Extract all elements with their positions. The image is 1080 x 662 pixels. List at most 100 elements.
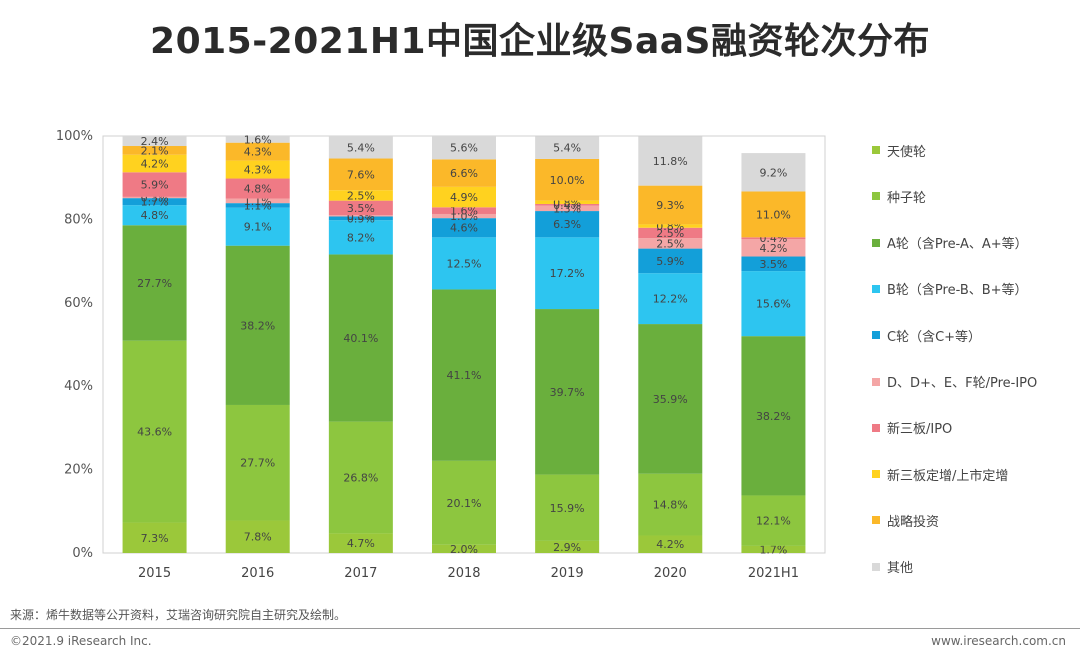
bar-segment[interactable] xyxy=(328,136,393,159)
bar-segment[interactable] xyxy=(432,213,496,219)
bar-segment[interactable] xyxy=(741,191,806,238)
legend-item[interactable]: 其他 xyxy=(872,557,913,577)
bar-segment[interactable] xyxy=(638,136,703,186)
legend-swatch xyxy=(872,516,880,525)
bar-segment[interactable] xyxy=(741,237,806,239)
legend-item[interactable]: 新三板定增/上市定增 xyxy=(872,464,1008,484)
bar-segment[interactable] xyxy=(225,203,290,208)
bar-segment[interactable] xyxy=(535,203,600,206)
bar-segment[interactable] xyxy=(432,460,496,545)
legend-item[interactable]: 战略投资 xyxy=(872,510,939,530)
bar-segment[interactable] xyxy=(432,159,496,187)
bar-segment[interactable] xyxy=(638,224,703,228)
bar-segment[interactable] xyxy=(432,218,496,238)
legend-item[interactable]: 种子轮 xyxy=(872,186,926,206)
bar-segment[interactable] xyxy=(535,540,600,553)
bar-segment[interactable] xyxy=(432,289,496,461)
data-label: 3.5% xyxy=(759,258,787,271)
bar-segment[interactable] xyxy=(535,200,600,204)
bar-segment[interactable] xyxy=(432,207,496,214)
bar-segment[interactable] xyxy=(225,207,290,246)
legend-label: D、D+、E、F轮/Pre-IPO xyxy=(887,376,1038,391)
bar-segment[interactable] xyxy=(225,404,290,521)
y-tick-label: 100% xyxy=(56,129,93,144)
bar-segment[interactable] xyxy=(328,200,393,216)
legend-item[interactable]: B轮（含Pre-B、B+等） xyxy=(872,279,1028,299)
copyright-text: ©2021.9 iResearch Inc. xyxy=(10,634,152,648)
data-label: 15.9% xyxy=(550,502,585,515)
bar-segment[interactable] xyxy=(122,196,187,199)
legend-swatch xyxy=(872,146,880,154)
bar-segment[interactable] xyxy=(638,324,703,474)
bar-segment[interactable] xyxy=(122,198,187,206)
bar-segment[interactable] xyxy=(225,142,290,161)
bar-segment[interactable] xyxy=(535,136,600,159)
bar-segment[interactable] xyxy=(741,545,806,553)
bar-segment[interactable] xyxy=(328,190,393,201)
bar-segment[interactable] xyxy=(638,535,703,553)
data-label: 38.2% xyxy=(240,319,275,332)
legend-swatch xyxy=(872,238,880,247)
bar-segment[interactable] xyxy=(638,185,703,225)
bar-segment[interactable] xyxy=(535,158,600,201)
x-tick-label: 2018 xyxy=(447,566,480,581)
data-label: 5.4% xyxy=(347,141,375,154)
bar-segment[interactable] xyxy=(328,421,393,534)
bar-segment[interactable] xyxy=(535,237,600,310)
bar-segment[interactable] xyxy=(122,146,187,155)
bar-segment[interactable] xyxy=(535,474,600,541)
bar-segment[interactable] xyxy=(328,158,393,191)
bar-segment[interactable] xyxy=(638,248,703,274)
bar-segment[interactable] xyxy=(741,256,806,272)
data-label: 38.2% xyxy=(756,410,791,423)
bar-segment[interactable] xyxy=(535,205,600,212)
bar-segment[interactable] xyxy=(741,495,806,546)
bar-segment[interactable] xyxy=(741,153,806,192)
bar-segment[interactable] xyxy=(122,225,187,341)
bar-segment[interactable] xyxy=(225,245,290,405)
legend-swatch xyxy=(872,470,880,479)
bar-segment[interactable] xyxy=(432,544,496,553)
data-label: 27.7% xyxy=(240,457,275,470)
bar-segment[interactable] xyxy=(328,216,393,221)
data-label: 1.7% xyxy=(141,196,169,209)
legend-item[interactable]: 新三板/IPO xyxy=(872,418,952,438)
bar-segment[interactable] xyxy=(535,309,600,475)
bar-segment[interactable] xyxy=(225,178,290,199)
bar-segment[interactable] xyxy=(741,271,806,337)
bar-segment[interactable] xyxy=(638,473,703,536)
bar-segment[interactable] xyxy=(432,186,496,208)
bar-segment[interactable] xyxy=(741,336,806,496)
bar-segment[interactable] xyxy=(122,522,187,553)
bar-segment[interactable] xyxy=(122,172,187,197)
bar-segment[interactable] xyxy=(122,340,187,523)
bar-segment[interactable] xyxy=(122,205,187,226)
bar-segment[interactable] xyxy=(225,520,290,553)
bar-segment[interactable] xyxy=(225,136,290,143)
bar-segment[interactable] xyxy=(225,198,290,204)
legend-item[interactable]: C轮（含C+等） xyxy=(872,325,981,345)
bar-segment[interactable] xyxy=(432,136,496,160)
legend-label: 种子轮 xyxy=(887,190,927,206)
bar-segment[interactable] xyxy=(328,254,393,422)
bar-segment[interactable] xyxy=(638,238,703,249)
legend-item[interactable]: 天使轮 xyxy=(872,140,926,160)
x-tick-label: 2016 xyxy=(241,566,274,581)
data-label: 7.6% xyxy=(347,168,375,181)
website-link[interactable]: www.iresearch.com.cn xyxy=(931,634,1066,648)
bar-segment[interactable] xyxy=(741,238,806,257)
bar-segment[interactable] xyxy=(328,220,393,255)
bar-segment[interactable] xyxy=(122,154,187,173)
legend-item[interactable]: A轮（含Pre-A、A+等） xyxy=(872,233,1028,253)
bar-segment[interactable] xyxy=(225,160,290,179)
bar-segment[interactable] xyxy=(638,227,703,239)
bar-segment[interactable] xyxy=(328,533,393,553)
data-label: 4.7% xyxy=(347,537,375,550)
legend-item[interactable]: D、D+、E、F轮/Pre-IPO xyxy=(872,372,1037,392)
bar-segment[interactable] xyxy=(638,273,703,325)
bar-segment[interactable] xyxy=(432,237,496,290)
bar-segment[interactable] xyxy=(535,211,600,238)
bar-segment[interactable] xyxy=(328,215,393,217)
bar-segment[interactable] xyxy=(122,136,187,147)
